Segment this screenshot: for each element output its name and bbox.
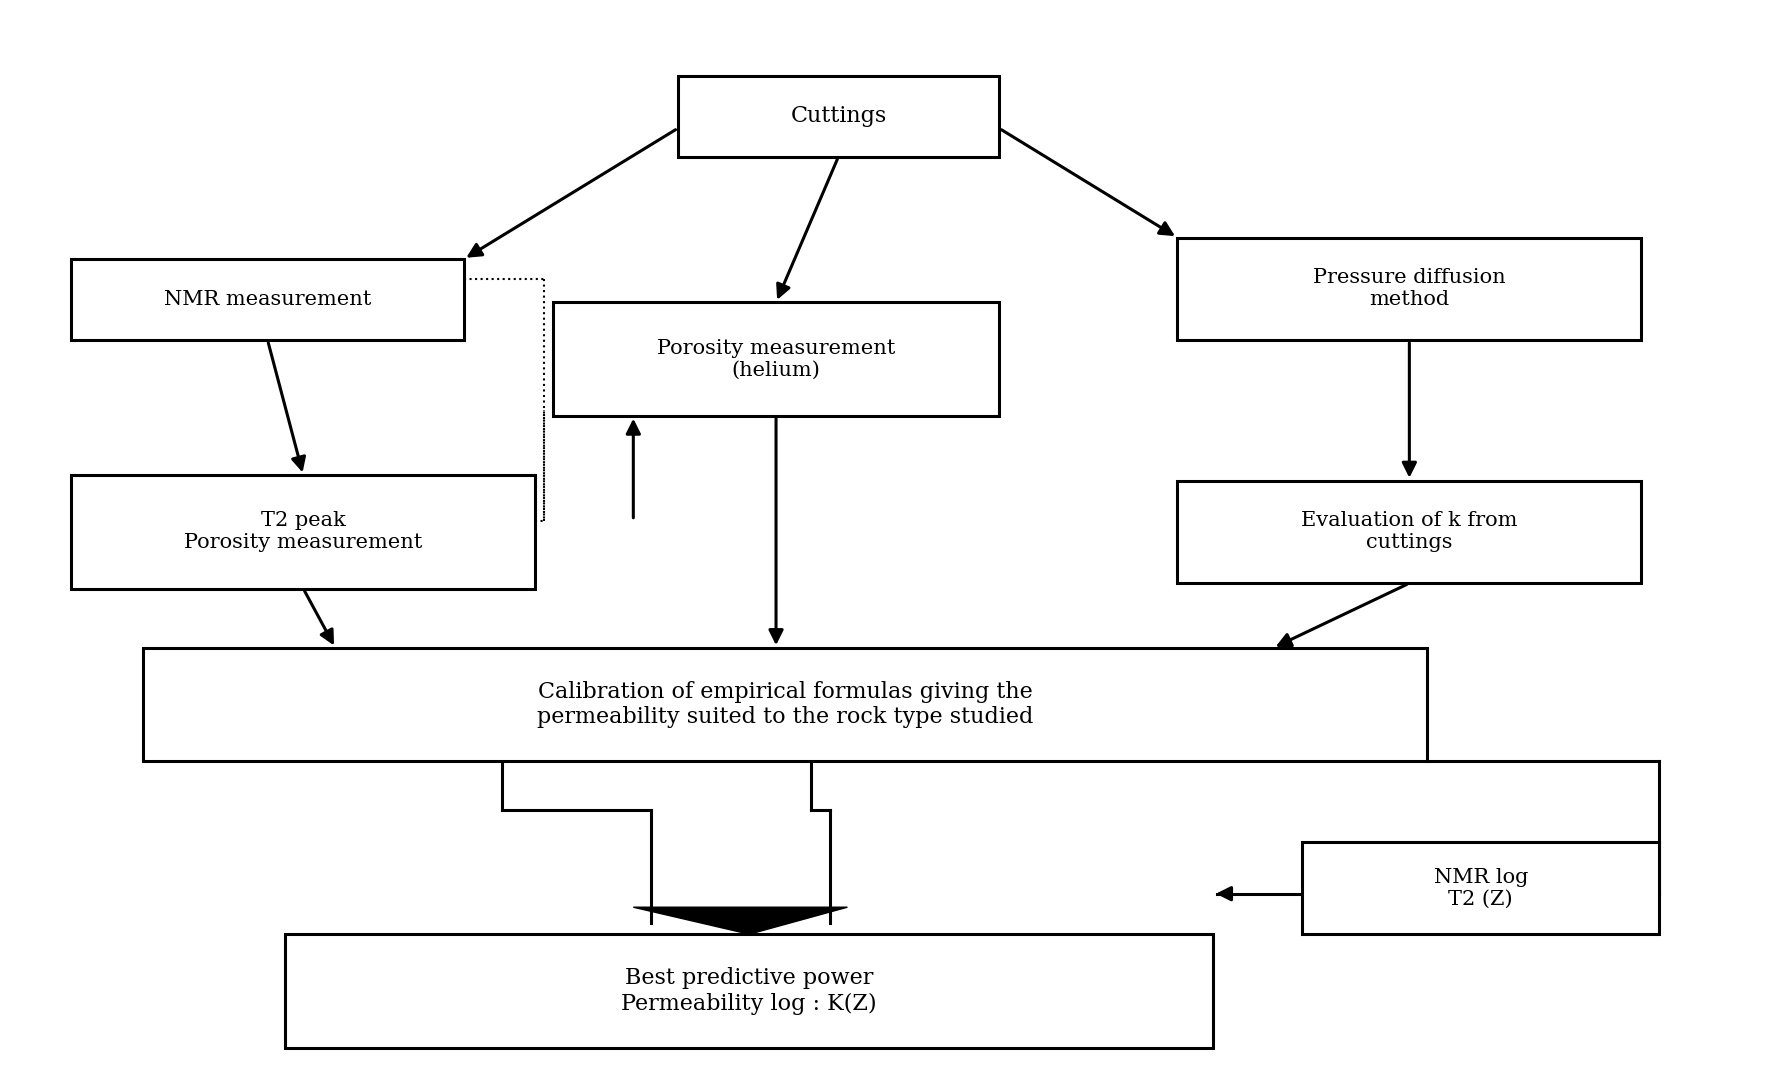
FancyBboxPatch shape — [71, 259, 464, 340]
Text: Cuttings: Cuttings — [790, 105, 887, 127]
FancyBboxPatch shape — [143, 648, 1427, 761]
Text: Calibration of empirical formulas giving the
permeability suited to the rock typ: Calibration of empirical formulas giving… — [537, 681, 1033, 728]
Text: NMR measurement: NMR measurement — [164, 291, 371, 309]
FancyBboxPatch shape — [678, 76, 999, 157]
Text: NMR log
T2 (Z): NMR log T2 (Z) — [1434, 868, 1527, 908]
FancyBboxPatch shape — [71, 475, 535, 589]
FancyBboxPatch shape — [285, 934, 1213, 1048]
Text: T2 peak
Porosity measurement: T2 peak Porosity measurement — [184, 512, 423, 552]
FancyBboxPatch shape — [553, 302, 999, 416]
Polygon shape — [633, 907, 847, 934]
Text: Porosity measurement
(helium): Porosity measurement (helium) — [657, 339, 896, 379]
Text: Pressure diffusion
method: Pressure diffusion method — [1313, 269, 1506, 309]
Text: Evaluation of k from
cuttings: Evaluation of k from cuttings — [1301, 512, 1518, 552]
FancyBboxPatch shape — [1302, 842, 1659, 934]
FancyBboxPatch shape — [1177, 481, 1641, 583]
Text: Best predictive power
Permeability log : K(Z): Best predictive power Permeability log :… — [621, 968, 878, 1014]
FancyBboxPatch shape — [1177, 238, 1641, 340]
